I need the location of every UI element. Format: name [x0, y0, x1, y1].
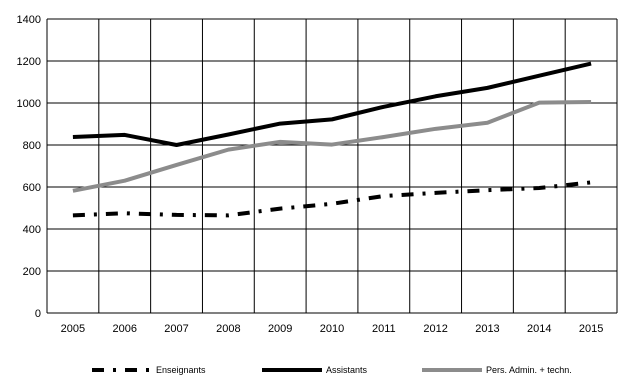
- x-tick-label: 2005: [61, 323, 85, 335]
- y-tick-label: 400: [23, 224, 41, 236]
- x-tick-label: 2013: [475, 323, 499, 335]
- legend: Enseignants Assistants Pers. Admin. + tech…: [92, 365, 572, 375]
- legend-label: Pers. Admin. + techn.: [486, 365, 572, 375]
- y-tick-label: 1400: [17, 14, 41, 26]
- y-tick-label: 800: [23, 140, 41, 152]
- x-tick-label: 2015: [579, 323, 603, 335]
- y-axis-ticks: 0 200 400 600 800 1000 1200 1400: [17, 14, 41, 320]
- x-tick-label: 2011: [372, 323, 396, 335]
- x-tick-label: 2008: [216, 323, 240, 335]
- series-enseignants: [72, 180, 592, 218]
- legend-label: Enseignants: [156, 365, 206, 375]
- y-tick-label: 600: [23, 182, 41, 194]
- grid: [46, 18, 618, 314]
- legend-item: Assistants: [262, 365, 368, 375]
- legend-label: Assistants: [326, 365, 368, 375]
- x-tick-label: 2007: [164, 323, 188, 335]
- legend-item: Pers. Admin. + techn.: [422, 365, 572, 375]
- y-tick-label: 200: [23, 266, 41, 278]
- y-tick-label: 1200: [17, 56, 41, 68]
- x-tick-label: 2014: [527, 323, 551, 335]
- x-tick-label: 2010: [320, 323, 344, 335]
- series-assistants: [72, 61, 592, 147]
- x-tick-label: 2009: [268, 323, 292, 335]
- y-tick-label: 0: [35, 308, 41, 320]
- legend-item: Enseignants: [92, 365, 206, 375]
- y-tick-label: 1000: [17, 98, 41, 110]
- series-lines: [72, 61, 592, 218]
- series-line-enseignants: [72, 180, 592, 218]
- x-tick-label: 2006: [112, 323, 136, 335]
- x-tick-label: 2012: [423, 323, 447, 335]
- series-pers-admin-techn: [72, 99, 592, 193]
- x-axis-ticks: 2005 2006 2007 2008 2009 2010 2011 2012 2013 2014…: [61, 323, 604, 335]
